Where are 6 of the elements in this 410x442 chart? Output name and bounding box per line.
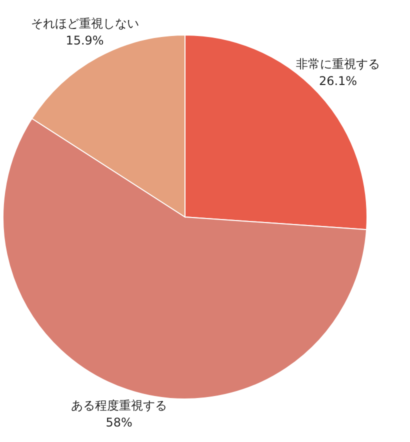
slice-label: ある程度重視する — [71, 398, 168, 413]
slice-label: 非常に重視する — [296, 57, 380, 72]
data-label: 26.1% — [318, 74, 358, 88]
data-label: 58% — [106, 416, 132, 430]
data-label: 15.9% — [66, 33, 104, 48]
slice-label: それほど重視しない — [30, 16, 139, 30]
